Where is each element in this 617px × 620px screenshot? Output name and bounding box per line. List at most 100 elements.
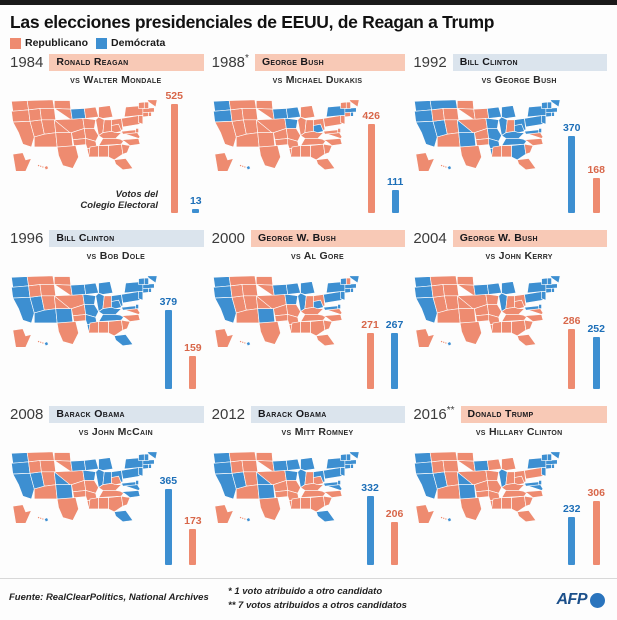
- state-ME: [146, 451, 158, 460]
- state-VT: [541, 453, 548, 461]
- state-TX: [56, 497, 79, 521]
- panel-year: 2016**: [413, 405, 455, 423]
- state-IN: [505, 119, 516, 134]
- state-WI: [83, 458, 99, 471]
- state-TX: [258, 321, 281, 345]
- state-ME: [549, 99, 561, 108]
- state-HI: [447, 517, 453, 523]
- bar-column-dem: 13: [190, 195, 202, 213]
- state-DE: [337, 128, 341, 134]
- hawaii-islet-0: [441, 516, 443, 519]
- panel-header-1996: 1996 Bill Clinton: [10, 229, 204, 247]
- state-VT: [541, 277, 548, 285]
- state-NJ: [541, 467, 547, 477]
- state-AK: [12, 152, 32, 172]
- state-PA: [121, 291, 141, 304]
- state-ND: [255, 452, 273, 462]
- state-WA: [11, 452, 29, 464]
- hawaii-islet-2: [445, 166, 447, 168]
- hawaii-islet-0: [239, 340, 241, 343]
- state-WA: [414, 452, 433, 464]
- state-SC: [121, 319, 131, 331]
- state-NC: [523, 314, 544, 322]
- state-WA: [11, 276, 29, 288]
- state-MO: [487, 480, 503, 494]
- state-WY: [442, 284, 460, 297]
- bar-column-dem: 370: [563, 122, 580, 213]
- bar-value-label: 525: [165, 90, 183, 102]
- state-WV: [312, 123, 324, 134]
- state-ND: [457, 276, 475, 286]
- state-AL: [299, 321, 311, 334]
- state-NM: [458, 484, 477, 500]
- state-SD: [456, 460, 476, 473]
- state-NJ: [138, 467, 144, 477]
- state-MA: [545, 107, 558, 114]
- state-WI: [487, 106, 503, 119]
- state-IN: [304, 295, 314, 310]
- state-GA: [511, 143, 527, 161]
- state-WA: [414, 276, 433, 288]
- state-FL: [517, 334, 537, 347]
- state-ID: [229, 284, 244, 298]
- state-MA: [142, 107, 155, 114]
- bar-value-label: 168: [587, 164, 605, 176]
- panel-map-area-2004: 286 252: [413, 263, 607, 395]
- state-FL: [517, 158, 537, 171]
- hawaii-islet-1: [443, 517, 445, 519]
- election-panel-2004: 2004 George W. Bush vs John Kerry 286 252: [409, 229, 611, 405]
- state-ND: [53, 452, 72, 462]
- bar-rect-rep: [592, 178, 600, 213]
- panel-map-area-2008: 365 173: [10, 439, 204, 571]
- state-ID: [229, 108, 244, 122]
- state-NH: [345, 101, 351, 109]
- state-HI: [245, 341, 251, 347]
- state-PA: [322, 115, 343, 128]
- electoral-vote-bars: 370 168: [563, 97, 605, 213]
- us-map-1988: [212, 99, 360, 172]
- panel-year: 1988*: [211, 53, 249, 71]
- panel-year: 2012: [211, 405, 246, 423]
- state-NJ: [339, 291, 345, 301]
- hawaii-islet-1: [40, 165, 42, 167]
- state-GA: [511, 319, 527, 337]
- state-HI: [447, 165, 453, 171]
- state-OR: [212, 461, 233, 475]
- state-VT: [138, 453, 145, 461]
- state-NC: [321, 138, 343, 146]
- state-ID: [431, 460, 446, 474]
- election-panel-1984: 1984 Ronald Reagan vs Walter Mondale 525 13 V…: [6, 53, 208, 229]
- state-AK: [214, 328, 234, 348]
- state-AK: [12, 504, 32, 524]
- electoral-vote-bars: 232 306: [563, 449, 605, 565]
- panel-winner-name: Donald Trump: [460, 405, 607, 423]
- state-AK: [415, 504, 436, 524]
- electoral-vote-bars: 286 252: [563, 273, 605, 389]
- state-FL: [315, 158, 336, 171]
- state-VT: [339, 277, 347, 285]
- state-DE: [538, 304, 543, 310]
- state-PA: [524, 467, 544, 480]
- bar-rect-rep: [592, 501, 600, 565]
- hawaii-islet-0: [37, 164, 40, 167]
- panel-winner-name: Bill Clinton: [452, 53, 607, 71]
- state-WI: [487, 282, 503, 295]
- state-NM: [458, 132, 477, 148]
- panel-header-2004: 2004 George W. Bush: [413, 229, 607, 247]
- panel-header-2008: 2008 Barack Obama: [10, 405, 204, 423]
- state-FL: [315, 510, 336, 523]
- state-NM: [55, 132, 74, 148]
- state-ID: [431, 284, 446, 298]
- state-FL: [315, 334, 336, 347]
- state-ID: [431, 108, 446, 122]
- panel-winner-name: Barack Obama: [49, 405, 204, 423]
- state-MS: [289, 497, 301, 510]
- state-SD: [53, 284, 73, 297]
- state-OR: [414, 461, 434, 475]
- state-WA: [212, 100, 231, 112]
- state-AL: [98, 497, 109, 510]
- state-FL: [113, 334, 134, 347]
- state-NH: [547, 453, 553, 461]
- state-ND: [255, 276, 273, 286]
- electoral-vote-bars: 426 111: [362, 97, 403, 213]
